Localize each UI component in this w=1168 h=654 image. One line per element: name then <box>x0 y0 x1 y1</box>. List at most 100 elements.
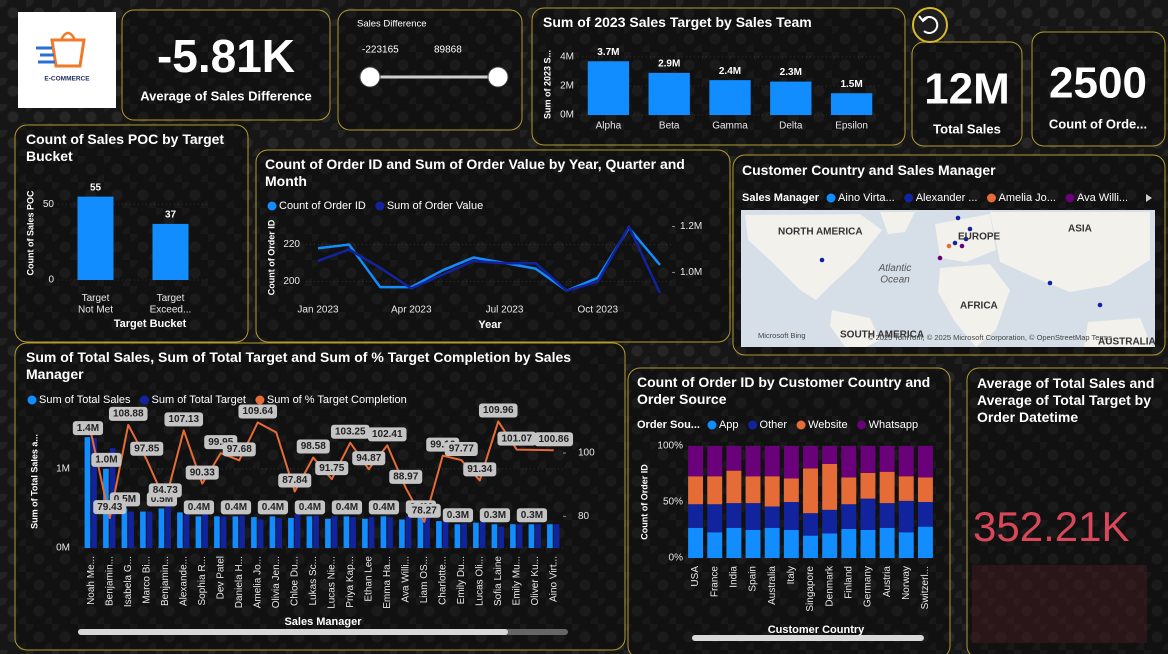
data-label: 100.86 <box>538 434 569 445</box>
line <box>317 225 662 294</box>
x-tick-label: Priya Kap... <box>345 556 356 608</box>
bar <box>276 517 282 548</box>
bar-segment <box>726 503 742 528</box>
bar <box>146 511 153 548</box>
slicer-handle[interactable] <box>487 66 509 88</box>
data-label: 102.41 <box>372 429 403 440</box>
data-label-box <box>442 508 474 523</box>
x-tick-label: Oct 2023 <box>578 305 619 316</box>
bar <box>535 524 541 548</box>
bar-segment <box>688 504 704 528</box>
bar <box>214 516 220 548</box>
data-label: 0.4M <box>373 502 395 513</box>
bar <box>239 515 245 548</box>
bar <box>424 507 430 548</box>
legend-marker <box>857 420 867 430</box>
bar-segment <box>764 506 780 528</box>
bar-segment <box>803 446 818 469</box>
x-tick-label: Sofia Laine <box>493 556 504 606</box>
x-tick-label: Liam OS... <box>419 556 430 603</box>
kpi-label: Count of Orde... <box>1049 116 1147 131</box>
slicer-handle[interactable] <box>359 66 381 88</box>
data-label: 0.4M <box>299 502 321 513</box>
data-label: 0.4M <box>262 502 284 513</box>
panel <box>14 124 249 343</box>
x-tick-label: Ava Willi... <box>400 556 411 603</box>
bar-segment <box>803 535 818 558</box>
scrollbar-thumb[interactable] <box>692 635 924 641</box>
data-label: 0.3M <box>484 510 506 521</box>
y2-tick-label: 80 <box>578 511 590 522</box>
bar <box>177 512 183 548</box>
legend-marker <box>826 193 836 203</box>
bar <box>158 508 165 548</box>
bar <box>232 516 239 548</box>
map-label: SOUTH AMERICA <box>840 330 924 341</box>
bar-segment <box>898 500 914 533</box>
legend-label: Sum of Total Sales <box>39 394 131 406</box>
legend-title: Order Sou... <box>637 419 700 431</box>
bar <box>77 196 114 280</box>
y-tick-label: 1M <box>56 463 70 474</box>
data-label: 0.3M <box>521 510 543 521</box>
legend-marker <box>27 395 37 405</box>
back-button[interactable] <box>912 7 948 43</box>
bar <box>709 80 751 115</box>
x-tick-label: Alpha <box>596 121 622 132</box>
y-tick-label: 0M <box>560 110 574 121</box>
bar-segment <box>803 513 818 536</box>
time-card-value: 352.21K <box>973 503 1129 550</box>
x-axis-label: Year <box>478 319 502 331</box>
data-label: 97.77 <box>449 444 474 455</box>
data-label: 2.9M <box>658 59 680 70</box>
legend-label: Sum of Order Value <box>387 200 483 212</box>
bar-segment <box>745 446 761 477</box>
bar-segment <box>783 530 799 558</box>
scrollbar-thumb[interactable] <box>78 629 508 635</box>
x-tick-label: Jul 2023 <box>486 305 524 316</box>
map-label: NORTH AMERICA <box>778 227 863 238</box>
data-label-box <box>91 452 122 467</box>
bar-segment <box>822 446 838 464</box>
bar-segment <box>764 476 780 507</box>
bar <box>770 81 812 115</box>
legend-label: Ava Willi... <box>1077 192 1128 204</box>
bar <box>350 517 356 548</box>
y-axis-label: Count of Order ID <box>266 219 276 295</box>
legend-label: Aino Virta... <box>838 192 895 204</box>
data-label: 2.4M <box>719 66 741 77</box>
x-axis-label: Customer Country <box>768 624 865 636</box>
bar-segment <box>783 446 799 479</box>
y-axis-label: Count of Sales POC <box>25 190 35 276</box>
bar <box>362 518 368 548</box>
bar <box>498 526 504 548</box>
data-label: 1.5M <box>840 79 862 90</box>
bar <box>399 519 405 548</box>
bar <box>587 61 630 115</box>
data-label: 107.13 <box>168 414 199 425</box>
map-label: ASIA <box>1068 224 1092 235</box>
chart-title: Count of Sales POC by Target Bucket <box>26 131 225 164</box>
data-label: 98.58 <box>301 441 326 452</box>
x-tick-label: Norway <box>901 566 912 600</box>
map-label: Atlantic Ocean <box>878 263 912 286</box>
x-tick-label: Ethan Lee <box>363 556 374 602</box>
bar-segment <box>803 468 818 514</box>
chart-title: Customer Country and Sales Manager <box>742 162 996 178</box>
bar <box>405 516 412 548</box>
x-tick-label: Chloe Du... <box>289 556 300 606</box>
slicer-max: 89868 <box>434 45 462 56</box>
data-label: 108.88 <box>113 409 144 420</box>
legend-marker <box>255 395 265 405</box>
x-tick-label: Isabela G... <box>123 556 134 607</box>
bar <box>220 516 227 548</box>
slicer-title: Sales Difference <box>357 19 427 30</box>
x-tick-label: Lucas Nie... <box>326 556 337 609</box>
bar <box>294 513 301 548</box>
data-label-box <box>478 403 518 418</box>
bar-segment <box>726 470 742 504</box>
bar <box>195 516 202 548</box>
bar <box>128 511 134 548</box>
bar-segment <box>688 446 704 477</box>
bar <box>417 516 424 548</box>
